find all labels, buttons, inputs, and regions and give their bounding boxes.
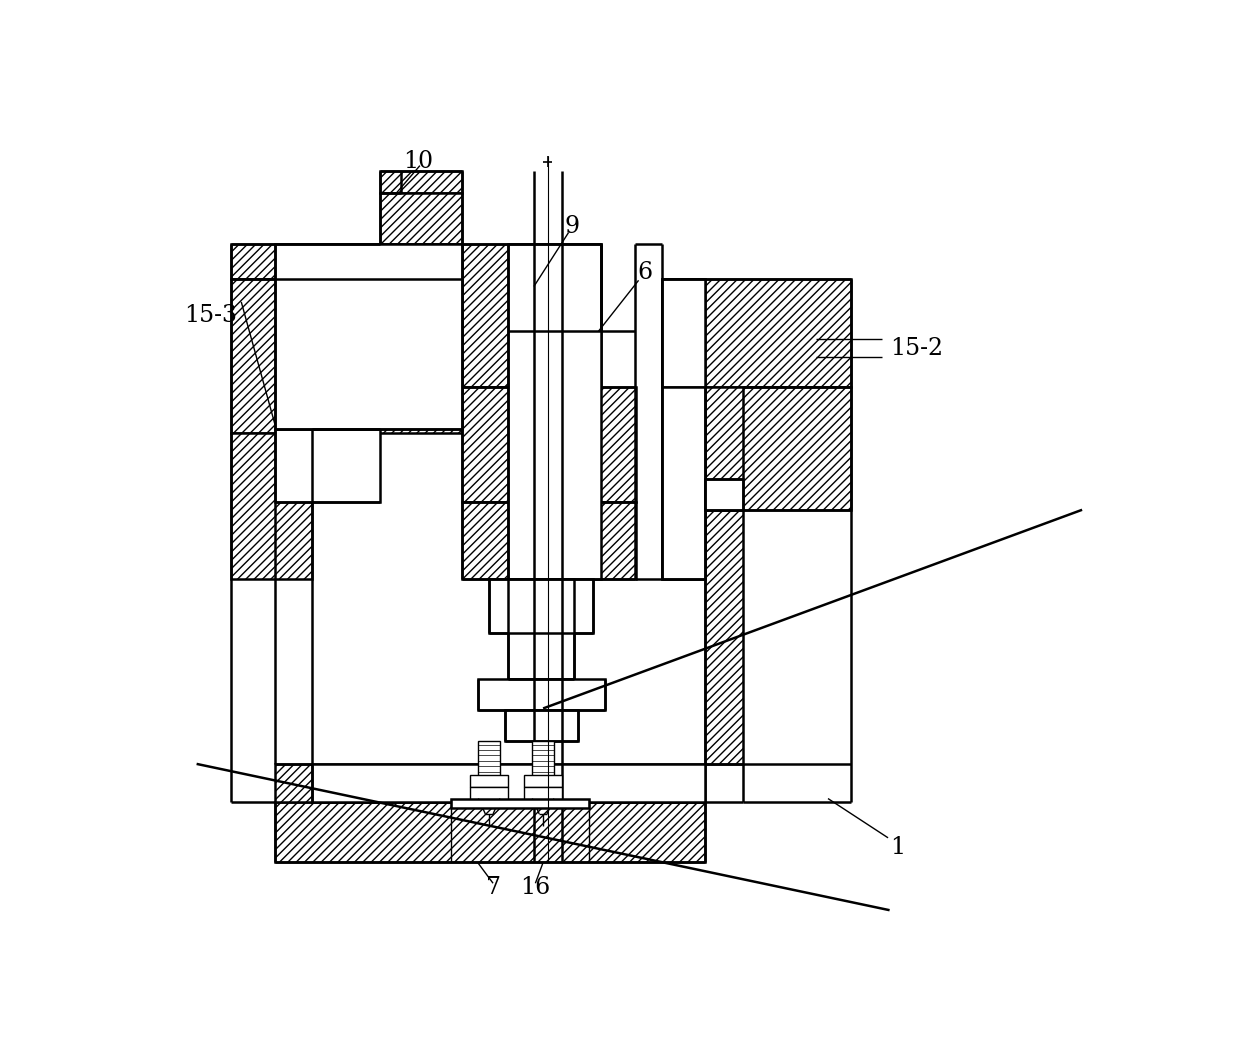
Bar [523,787,563,803]
Bar [275,244,463,428]
Bar [450,799,589,808]
Bar [508,244,601,579]
Bar [275,428,379,502]
Bar [662,279,704,387]
Bar [379,171,463,192]
Bar [275,803,704,862]
Bar [463,502,635,579]
Text: 15-3: 15-3 [184,305,237,328]
Bar [463,387,635,502]
Bar [231,433,312,579]
Bar [505,710,578,740]
Text: 9: 9 [564,215,580,238]
Bar [508,579,574,679]
Bar [275,764,704,803]
Bar [312,764,704,803]
Text: 10: 10 [403,150,434,174]
Bar [379,192,463,244]
Text: 7: 7 [486,876,501,899]
Bar [477,679,605,710]
Bar [662,387,704,579]
Bar [662,279,851,387]
Bar [662,279,704,579]
Bar [463,244,601,387]
Text: 1: 1 [890,835,905,859]
Text: 6: 6 [637,261,652,284]
Bar [490,579,593,633]
Bar [470,776,508,787]
Bar [704,387,851,510]
Bar [470,787,508,803]
Bar [231,279,463,433]
Text: 16: 16 [521,876,551,899]
Bar [231,244,463,279]
Bar [704,510,743,764]
Text: 15-2: 15-2 [890,337,944,360]
Bar [479,740,500,799]
Bar [532,740,554,799]
Bar [704,479,743,510]
Bar [523,776,563,787]
